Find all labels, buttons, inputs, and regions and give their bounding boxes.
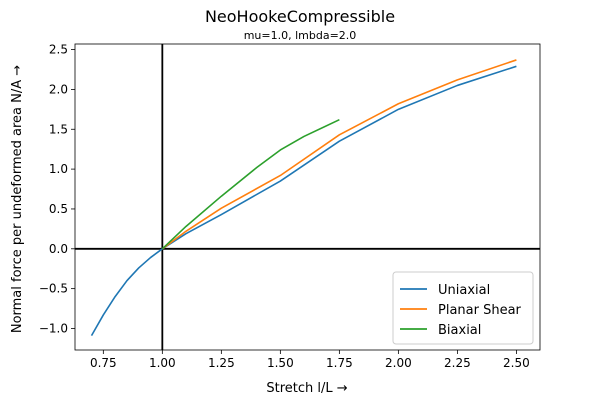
legend-box bbox=[392, 271, 534, 345]
y-tick-label: 2.5 bbox=[49, 43, 68, 57]
legend: Uniaxial Planar Shear Biaxial bbox=[392, 271, 534, 345]
x-tick-label: 2.00 bbox=[385, 356, 412, 370]
x-tick-label: 1.25 bbox=[208, 356, 235, 370]
series-line-biaxial bbox=[161, 118, 340, 250]
x-ticks: 0.75 1.00 1.25 1.50 1.75 2.00 2.25 2.50 bbox=[90, 350, 530, 370]
series-layer bbox=[90, 59, 517, 337]
y-tick-label: −1.0 bbox=[39, 321, 68, 335]
y-tick-label: 1.5 bbox=[49, 122, 68, 136]
x-tick-label: 2.25 bbox=[444, 356, 471, 370]
y-tick-label: −0.5 bbox=[39, 282, 68, 296]
x-axis-label: Stretch l/L → bbox=[266, 381, 347, 396]
series-line-planar-shear bbox=[161, 59, 517, 250]
x-tick-label: 0.75 bbox=[90, 356, 117, 370]
x-tick-label: 1.50 bbox=[267, 356, 294, 370]
x-tick-label: 1.00 bbox=[149, 356, 176, 370]
legend-label: Planar Shear bbox=[438, 303, 522, 318]
x-tick-label: 1.75 bbox=[326, 356, 353, 370]
y-tick-label: 0.5 bbox=[49, 202, 68, 216]
y-tick-label: 1.0 bbox=[49, 162, 68, 176]
y-tick-label: 2.0 bbox=[49, 82, 68, 96]
legend-label: Biaxial bbox=[438, 323, 481, 338]
chart-title: NeoHookeCompressible bbox=[205, 7, 395, 26]
y-axis-label: Normal force per undeformed area N/A → bbox=[10, 65, 25, 333]
legend-label: Uniaxial bbox=[438, 283, 490, 298]
chart-subtitle: mu=1.0, lmbda=2.0 bbox=[244, 29, 357, 42]
reference-lines bbox=[75, 44, 540, 350]
y-ticks: −1.0 −0.5 0.0 0.5 1.0 1.5 2.0 2.5 bbox=[39, 43, 75, 335]
plot-area: 0.75 1.00 1.25 1.50 1.75 2.00 2.25 2.50 −1.0 −0.… bbox=[39, 43, 541, 370]
y-tick-label: 0.0 bbox=[49, 242, 68, 256]
x-tick-label: 2.50 bbox=[503, 356, 530, 370]
series-line-uniaxial bbox=[90, 65, 517, 337]
